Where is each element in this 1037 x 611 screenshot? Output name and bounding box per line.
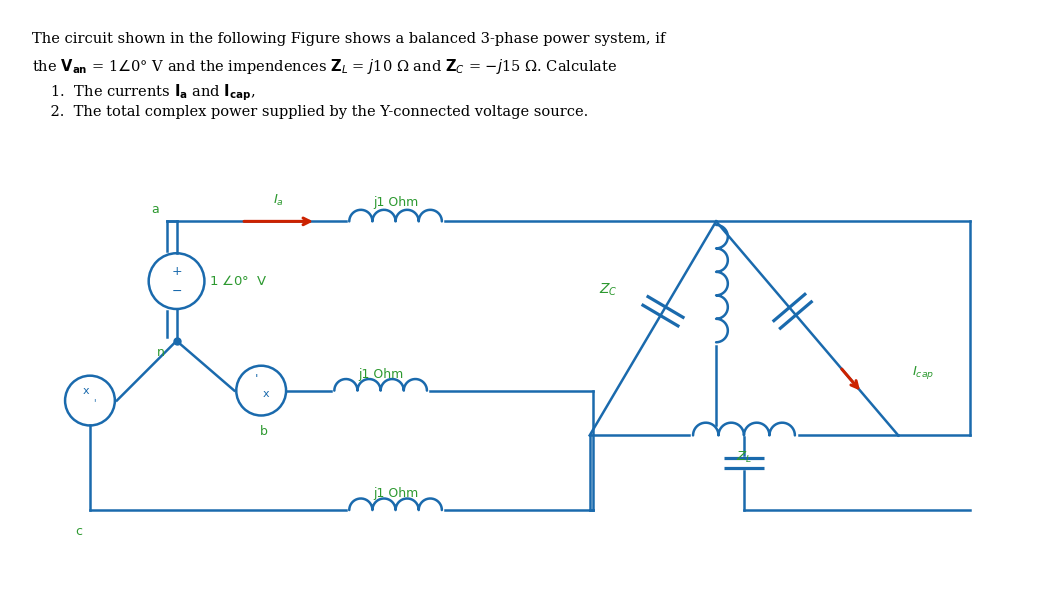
Text: x: x [262, 389, 270, 398]
Text: the $\mathbf{V}_{\mathbf{an}}$ = 1$\angle$0° V and the impendences $\mathbf{Z}_L: the $\mathbf{V}_{\mathbf{an}}$ = 1$\angl… [32, 57, 618, 76]
Text: c: c [75, 525, 82, 538]
Text: b: b [260, 425, 269, 439]
Text: ': ' [254, 373, 258, 386]
Text: j1 Ohm: j1 Ohm [373, 487, 418, 500]
Text: ': ' [92, 398, 95, 409]
Text: a: a [151, 203, 159, 216]
Text: 2.  The total complex power supplied by the Y-connected voltage source.: 2. The total complex power supplied by t… [32, 105, 588, 119]
Text: $I_{cap}$: $I_{cap}$ [912, 364, 933, 381]
Text: −: − [171, 285, 181, 298]
Text: $I_a$: $I_a$ [273, 193, 284, 208]
Text: The circuit shown in the following Figure shows a balanced 3-phase power system,: The circuit shown in the following Figur… [32, 32, 666, 46]
Text: 1.  The currents $\mathbf{I}_\mathbf{a}$ and $\mathbf{I}_{\mathbf{cap}}$,: 1. The currents $\mathbf{I}_\mathbf{a}$ … [32, 82, 255, 103]
Text: $Z_L$: $Z_L$ [736, 450, 752, 466]
Text: j1 Ohm: j1 Ohm [358, 368, 403, 381]
Text: $Z_C$: $Z_C$ [599, 281, 618, 298]
Text: +: + [171, 265, 181, 277]
Text: x: x [83, 386, 89, 395]
Text: n: n [157, 346, 165, 359]
Text: j1 Ohm: j1 Ohm [373, 197, 418, 210]
Text: 1 $\angle$0°  V: 1 $\angle$0° V [209, 274, 269, 288]
